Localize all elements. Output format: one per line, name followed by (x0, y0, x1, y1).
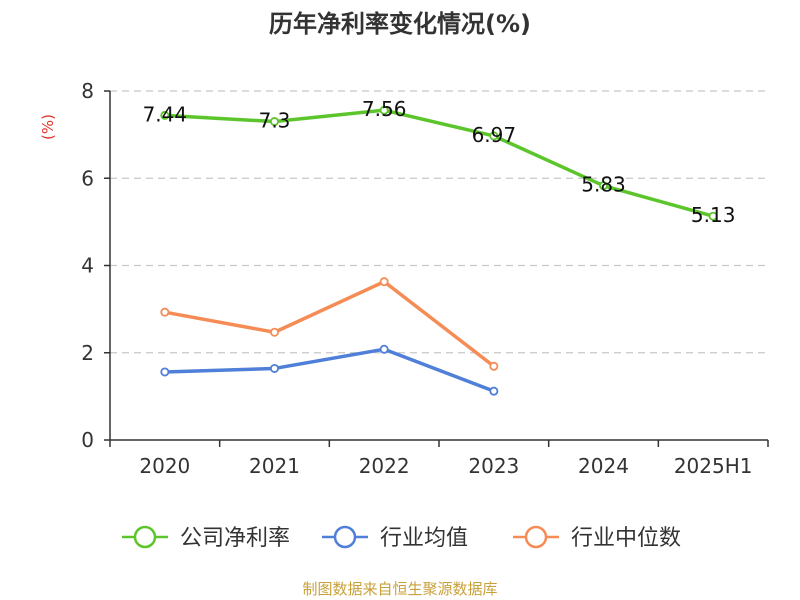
legend-item: 行业中位数 (513, 525, 681, 551)
y-tick-label: 4 (81, 254, 94, 278)
x-tick-label: 2021 (249, 454, 300, 478)
y-tick-label: 0 (81, 428, 94, 452)
y-tick-label: 8 (81, 79, 94, 103)
data-point (269, 363, 279, 373)
legend-label: 公司净利率 (180, 526, 290, 551)
data-point (160, 110, 170, 120)
data-label: 5.83 (581, 173, 626, 197)
data-label: 7.3 (259, 109, 291, 133)
data-point (489, 131, 499, 141)
data-point (708, 211, 718, 221)
data-point (379, 277, 389, 287)
data-point (269, 117, 279, 127)
y-axis-unit-label: (%) (39, 114, 57, 140)
legend-label: 行业均值 (380, 526, 468, 551)
y-tick-label: 2 (81, 341, 94, 365)
series-line (164, 347, 495, 393)
data-point (160, 367, 170, 377)
x-tick-label: 2022 (359, 454, 410, 478)
data-label: 7.44 (143, 102, 188, 126)
series-layer (160, 105, 718, 396)
data-label: 6.97 (472, 123, 517, 147)
y-tick-label: 6 (81, 166, 94, 190)
legend-item: 行业均值 (322, 525, 468, 551)
x-tick-label: 2023 (468, 454, 519, 478)
series-line (164, 279, 495, 368)
legend-marker (524, 525, 548, 549)
axes: 0 2 4 6 8 2020 2021 2022 2023 2024 2025H1 (81, 79, 769, 478)
chart-title: 历年净利率变化情况(%) (269, 10, 531, 38)
data-point (379, 105, 389, 115)
x-tick-label: 2020 (139, 454, 190, 478)
x-tick-label: 2025H1 (674, 454, 753, 478)
gridlines (110, 90, 768, 354)
x-tick-label: 2024 (578, 454, 629, 478)
data-point (379, 344, 389, 354)
legend-marker (333, 525, 357, 549)
series-line (164, 108, 714, 218)
legend: 公司净利率 行业均值 行业中位数 (122, 525, 681, 551)
data-point (160, 307, 170, 317)
data-label: 5.13 (691, 203, 736, 227)
legend-label: 行业中位数 (571, 526, 681, 551)
data-label: 7.56 (362, 97, 407, 121)
legend-item: 公司净利率 (122, 525, 290, 551)
source-note: 制图数据来自恒生聚源数据库 (302, 580, 497, 598)
data-point (269, 327, 279, 337)
data-point (489, 361, 499, 371)
data-point (489, 386, 499, 396)
data-point (599, 181, 609, 191)
data-labels: 7.44 7.3 7.56 6.97 5.83 5.13 (143, 97, 736, 227)
legend-marker (133, 525, 157, 549)
